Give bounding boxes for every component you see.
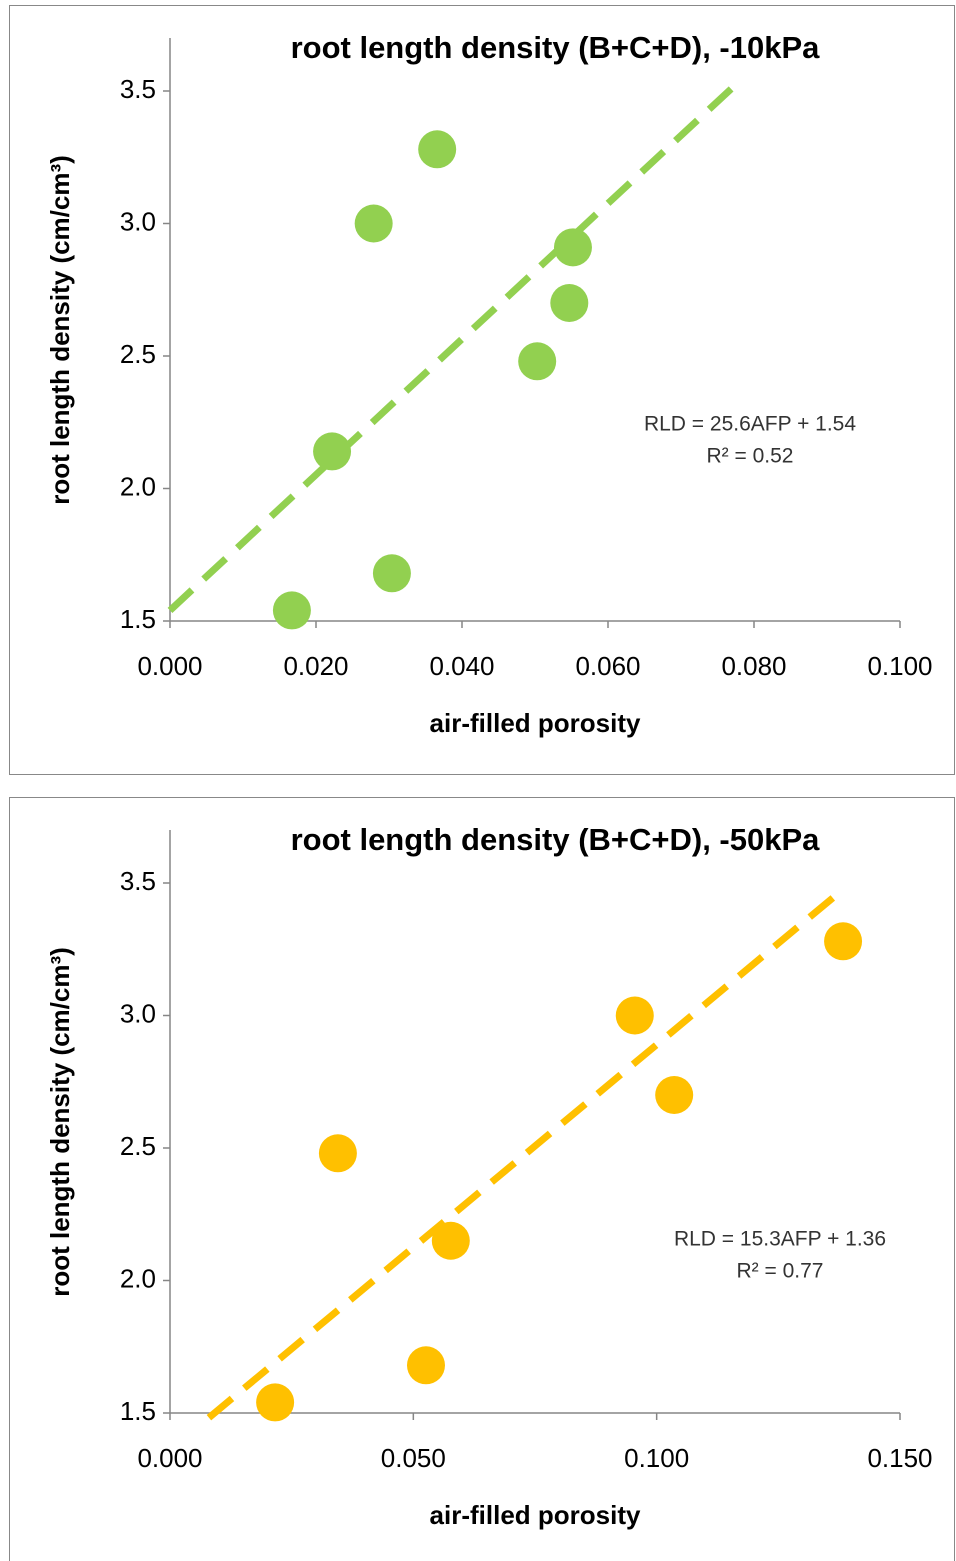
point [406, 1346, 445, 1385]
x-axis-label: air-filled porosity [430, 708, 641, 738]
y-tick-label: 3.5 [120, 866, 156, 896]
chart-frame [9, 797, 955, 1561]
x-tick-label: 0.080 [721, 651, 786, 681]
point [372, 554, 411, 593]
x-tick-label: 0.060 [575, 651, 640, 681]
y-tick-label: 3.5 [120, 74, 156, 104]
x-tick-label: 0.040 [429, 651, 494, 681]
y-tick-label: 1.5 [120, 1396, 156, 1426]
point [553, 228, 592, 267]
y-tick-label: 3.0 [120, 998, 156, 1028]
x-tick-label: 0.050 [381, 1443, 446, 1473]
chart: 1.5 2.0 2.5 3.0 3.5 0.000 0.050 0.100 0.150 root … [9, 797, 955, 1561]
chart-frame [9, 5, 955, 775]
chart-title: root length density (B+C+D), -10kPa [291, 30, 821, 65]
y-tick-label: 3.0 [120, 206, 156, 236]
x-tick-label: 0.000 [137, 651, 202, 681]
y-axis-label: root length density (cm/cm³) [45, 947, 75, 1297]
x-tick-label: 0.100 [867, 651, 932, 681]
y-tick-label: 2.5 [120, 339, 156, 369]
point [518, 342, 557, 381]
point [256, 1383, 295, 1422]
annotation: R² = 0.77 [737, 1260, 824, 1283]
y-tick-label: 2.5 [120, 1131, 156, 1161]
point [418, 130, 457, 169]
point [313, 432, 352, 471]
point [550, 284, 589, 322]
y-tick-label: 2.0 [120, 1263, 156, 1293]
point [431, 1221, 470, 1260]
point [318, 1134, 357, 1173]
chart: 1.5 2.0 2.5 3.0 3.5 0.000 0.020 0.040 0.060 0.080… [9, 5, 955, 775]
point [272, 591, 311, 630]
y-tick-label: 2.0 [120, 471, 156, 501]
annotation: RLD = 25.6AFP + 1.54 [644, 413, 856, 436]
point [824, 922, 863, 961]
x-tick-label: 0.100 [624, 1443, 689, 1473]
x-axis-label: air-filled porosity [430, 1500, 641, 1530]
y-tick-label: 1.5 [120, 604, 156, 634]
trendline [167, 82, 738, 613]
annotation: R² = 0.52 [707, 445, 794, 468]
x-tick-label: 0.000 [137, 1443, 202, 1473]
annotation: RLD = 15.3AFP + 1.36 [674, 1228, 886, 1251]
trendline [206, 891, 839, 1421]
point [615, 996, 654, 1035]
x-tick-label: 0.020 [283, 651, 348, 681]
x-tick-label: 0.150 [867, 1443, 932, 1473]
point [354, 204, 393, 243]
point [655, 1076, 694, 1114]
chart-title: root length density (B+C+D), -50kPa [291, 822, 821, 857]
y-axis-label: root length density (cm/cm³) [45, 155, 75, 505]
